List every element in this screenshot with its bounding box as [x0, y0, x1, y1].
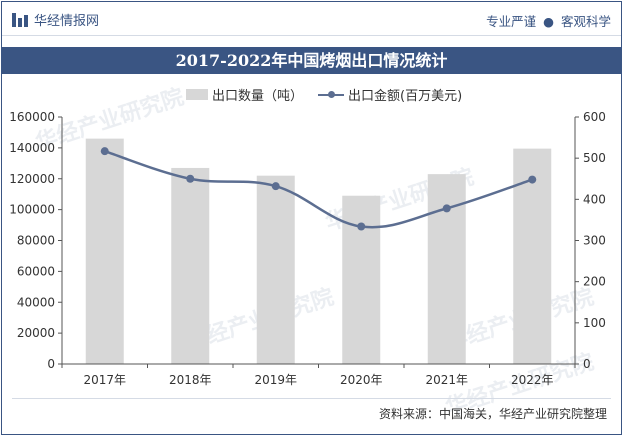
- line-point: [100, 147, 109, 156]
- y-left-tick-label: 20000: [17, 326, 55, 340]
- legend-item-line[interactable]: 出口金额(百万美元): [318, 85, 462, 104]
- brand[interactable]: 华经情报网: [12, 10, 99, 29]
- y-left-tick-label: 40000: [17, 295, 55, 309]
- line-point: [528, 175, 537, 184]
- y-right-tick-label: 400: [583, 192, 606, 206]
- y-right-tick-label: 0: [583, 357, 591, 371]
- brand-name: 华经情报网: [34, 14, 100, 29]
- line-point: [357, 222, 366, 231]
- x-tick-label: 2020年: [340, 373, 383, 387]
- line-point: [271, 182, 280, 191]
- top-bar: 华经情报网 专业严谨 ● 客观科学: [2, 2, 621, 36]
- legend-bar-label: 出口数量（吨）: [212, 89, 304, 104]
- source-note: 资料来源：中国海关，华经产业研究院整理: [378, 407, 607, 421]
- bar: [171, 167, 210, 364]
- x-tick-label: 2017年: [83, 373, 126, 387]
- bar: [427, 174, 466, 364]
- tagline: 专业严谨 ● 客观科学: [486, 11, 611, 30]
- x-tick-label: 2019年: [254, 373, 297, 387]
- x-tick-label: 2021年: [425, 373, 468, 387]
- line-point: [186, 174, 195, 183]
- x-tick-label: 2018年: [169, 373, 212, 387]
- y-left-tick-label: 80000: [17, 234, 55, 248]
- source-divider: [12, 398, 611, 399]
- legend-item-bar[interactable]: 出口数量（吨）: [186, 85, 303, 104]
- bar: [256, 175, 295, 364]
- y-left-tick-label: 140000: [9, 141, 55, 155]
- y-right-tick-label: 200: [583, 275, 606, 289]
- tagline-right: 客观科学: [560, 14, 611, 29]
- series-line: [104, 149, 533, 229]
- y-left-tick-label: 120000: [9, 172, 55, 186]
- bar: [342, 195, 381, 364]
- y-right-tick-label: 600: [583, 110, 606, 124]
- y-left-tick-label: 60000: [17, 264, 55, 278]
- legend-line-label: 出口金额(百万美元): [348, 89, 463, 104]
- legend-bar-swatch: [186, 89, 208, 100]
- bar: [85, 138, 124, 364]
- chart-title: 2017-2022年中国烤烟出口情况统计: [2, 47, 621, 74]
- legend-line-swatch: [318, 89, 344, 100]
- legend: 出口数量（吨） 出口金额(百万美元): [2, 85, 621, 104]
- x-tick-label: 2022年: [511, 373, 554, 387]
- bar-chart-logo-icon: [12, 12, 28, 27]
- line-point: [442, 204, 451, 213]
- y-right-tick-label: 300: [583, 234, 606, 248]
- y-right-tick-label: 100: [583, 316, 606, 330]
- y-left-tick-label: 100000: [9, 203, 55, 217]
- tagline-left: 专业严谨: [486, 14, 537, 29]
- y-left-tick-label: 160000: [9, 110, 55, 124]
- y-right-tick-label: 500: [583, 151, 606, 165]
- tagline-separator: ●: [543, 14, 554, 29]
- y-left-tick-label: 0: [47, 357, 55, 371]
